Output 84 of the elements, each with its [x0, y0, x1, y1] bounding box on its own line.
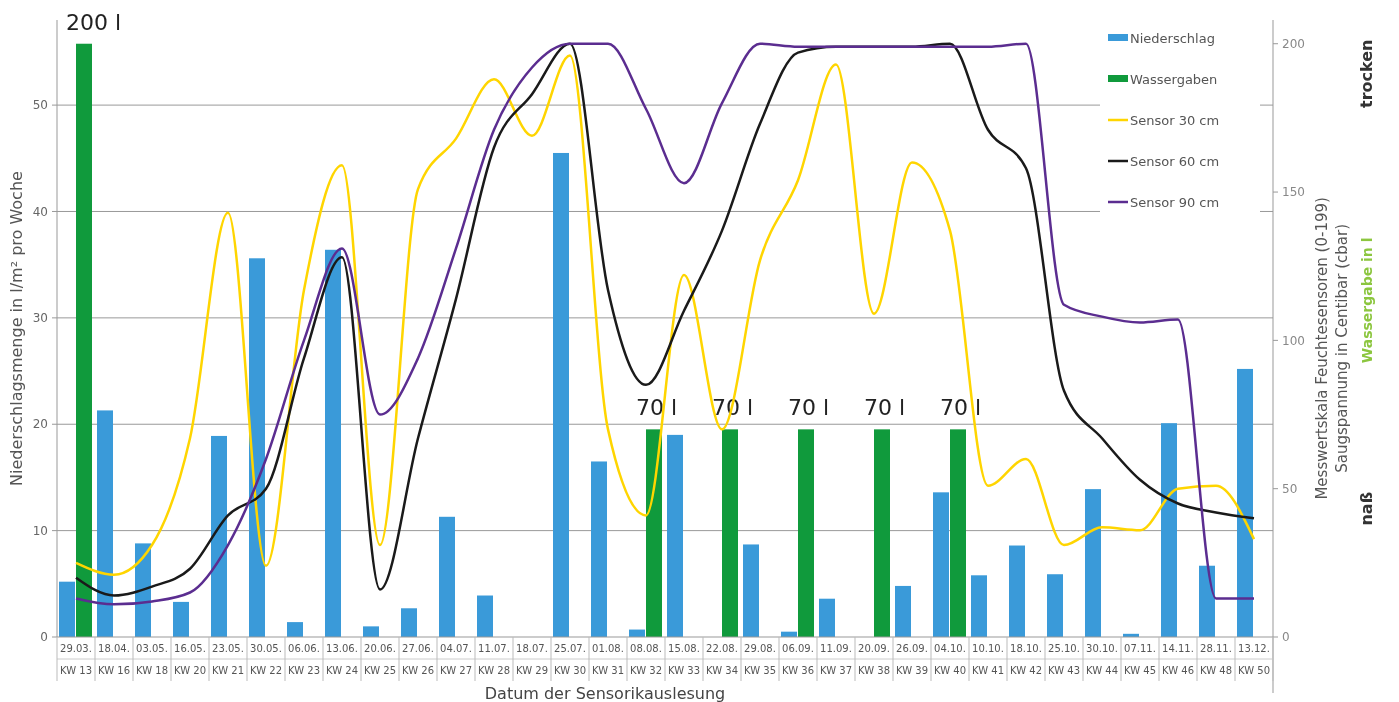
y2-axis-title: Messwertskala Feuchtesensoren (0-199) Saugspannung in Centibar (cbar)	[1313, 197, 1351, 500]
y-tick-label: 40	[32, 204, 48, 219]
x-tick-label: 07.11. KW 45	[1124, 643, 1156, 676]
bar	[819, 598, 835, 637]
data-label: 200 l	[66, 9, 122, 35]
y-tick-label: 10	[32, 523, 48, 538]
x-tick-label: 27.06. KW 26	[402, 643, 434, 676]
x-tick-label: 25.07. KW 30	[554, 643, 586, 676]
bar	[401, 608, 417, 637]
bar	[1161, 423, 1177, 637]
x-tick-label: 18.04. KW 16	[98, 643, 130, 676]
x-tick-label: 20.09. KW 38	[858, 643, 890, 676]
x-tick-label: 11.07. KW 28	[478, 643, 510, 676]
x-tick-label: 06.06. KW 23	[288, 643, 320, 676]
y2-tick-label: 150	[1282, 185, 1305, 200]
x-tick-label: 29.03. KW 13	[60, 643, 92, 676]
y2-tick-label: 50	[1282, 481, 1298, 496]
y-tick-label: 30	[32, 311, 48, 326]
x-tick-label: 23.05. KW 21	[212, 643, 244, 676]
text: Wassergabe in l	[1359, 237, 1375, 364]
bar	[971, 575, 987, 637]
x-tick-label: 30.10. KW 44	[1086, 643, 1118, 676]
data-label: 70 l	[940, 395, 982, 421]
y-tick-label: 50	[32, 98, 48, 113]
y-tick-label: 20	[32, 417, 48, 432]
x-tick-label: 30.05. KW 22	[250, 643, 282, 676]
data-label: 70 l	[788, 395, 830, 421]
x-tick-label: 14.11. KW 46	[1162, 643, 1194, 676]
x-tick-label: 13.06. KW 24	[326, 643, 358, 676]
x-tick-label: 25.10. KW 43	[1048, 643, 1080, 676]
x-tick-label: 01.08. KW 31	[592, 643, 624, 676]
x-tick-label: 18.10. KW 42	[1010, 643, 1042, 676]
legend-label: Sensor 60 cm	[1130, 153, 1220, 169]
bar	[1085, 489, 1101, 637]
legend-label: Sensor 30 cm	[1130, 112, 1220, 128]
legend-label: Niederschlag	[1130, 30, 1215, 46]
y-axis-title: Niederschlagsmenge in l/m² pro Woche	[7, 171, 26, 486]
bar	[667, 434, 683, 637]
bar	[211, 435, 227, 637]
y2-tick-label: 200	[1282, 36, 1305, 51]
text: naß	[1357, 491, 1376, 526]
bar	[553, 152, 569, 637]
x-tick-label: 16.05. KW 20	[174, 643, 206, 676]
y2-tick-label: 100	[1282, 333, 1305, 348]
x-tick-label: 18.07. KW 29	[516, 643, 548, 676]
bar	[363, 626, 379, 637]
x-tick-label: 22.08. KW 34	[706, 643, 738, 676]
x-tick-label: 26.09. KW 39	[896, 643, 928, 676]
x-tick-label: 10.10. KW 41	[972, 643, 1004, 676]
bar	[1199, 565, 1215, 637]
bar	[287, 622, 303, 637]
y2-tick-label: 0	[1282, 630, 1290, 645]
x-tick-label: 20.06. KW 25	[364, 643, 396, 676]
legend-label: Sensor 90 cm	[1130, 194, 1220, 210]
bar	[1009, 545, 1025, 637]
bar	[439, 516, 455, 637]
bar	[477, 595, 493, 637]
x-tick-label: 04.10. KW 40	[934, 643, 966, 676]
x-tick-label: 04.07. KW 27	[440, 643, 472, 676]
bar	[743, 544, 759, 637]
bar	[173, 601, 189, 637]
x-tick-label: 06.09. KW 36	[782, 643, 814, 676]
x-tick-label: 11.09. KW 37	[820, 643, 852, 676]
x-axis-title: Datum der Sensorikauslesung	[484, 684, 726, 702]
data-label: 70 l	[864, 395, 906, 421]
x-tick-label: 13.12. KW 50	[1238, 643, 1270, 676]
bar	[249, 258, 265, 637]
x-tick-label: 08.08. KW 32	[630, 643, 662, 676]
text: trocken	[1357, 39, 1376, 108]
legend-label: Wassergaben	[1130, 71, 1218, 87]
y-tick-label: 0	[40, 630, 48, 645]
bar	[97, 410, 113, 637]
x-tick-label: 29.08. KW 35	[744, 643, 776, 676]
bar	[135, 543, 151, 637]
data-label: 70 l	[636, 395, 678, 421]
x-tick-label: 28.11. KW 48	[1200, 643, 1232, 676]
bar	[325, 249, 341, 637]
bar	[1237, 368, 1253, 637]
x-tick-label: 15.08. KW 33	[668, 643, 700, 676]
bar	[59, 581, 75, 637]
bar	[591, 461, 607, 637]
bar	[1047, 574, 1063, 637]
x-tick-label: 03.05. KW 18	[136, 643, 168, 676]
bar	[895, 585, 911, 637]
